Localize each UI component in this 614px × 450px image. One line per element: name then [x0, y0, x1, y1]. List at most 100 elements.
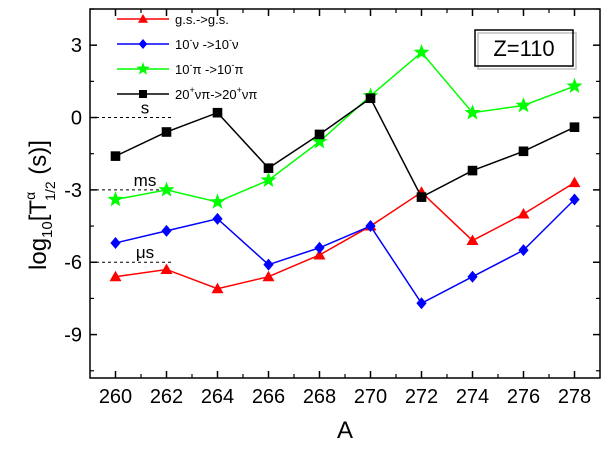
legend-label: g.s.->g.s.	[175, 12, 229, 27]
legend: g.s.->g.s.10-ν ->10-ν10-π ->10-π20+νπ->2…	[117, 12, 257, 102]
legend-label-part: -	[231, 60, 234, 70]
series-line	[115, 97, 575, 199]
data-point	[467, 270, 478, 283]
data-point	[365, 220, 376, 233]
reference-line-label: ms	[134, 171, 157, 190]
y-axis-title: log10[Tα 1/2 (s)]	[22, 140, 58, 270]
legend-label-part: 10	[175, 62, 189, 77]
annotation-box-group: Z=110	[474, 29, 577, 70]
y-tick-label: 0	[71, 108, 82, 130]
legend-label-part: 20	[175, 87, 189, 102]
legend-label-part: νπ->20	[195, 87, 237, 102]
data-point	[138, 39, 148, 49]
legend-label: 10-ν ->10-ν	[175, 35, 238, 52]
legend-label-part: -	[229, 35, 232, 45]
data-point	[313, 249, 326, 260]
axis-ticks: 260 262 264 266 268 270 272 274 276 278 3 0 -3 -6 -9	[64, 8, 600, 408]
data-point	[311, 133, 328, 149]
series-line	[115, 198, 576, 305]
x-tick-label: 274	[456, 386, 489, 408]
data-point	[107, 191, 124, 207]
annotation-box-shadow	[477, 32, 577, 70]
x-tick-label: 268	[303, 386, 336, 408]
x-tick-label: 262	[150, 386, 183, 408]
data-point	[260, 171, 277, 188]
data-point	[212, 212, 223, 225]
y-tick-label: -6	[64, 252, 82, 274]
data-point	[569, 193, 580, 206]
series	[110, 193, 580, 310]
data-point	[263, 163, 274, 173]
data-point	[160, 263, 173, 274]
legend-label: 20+νπ->20+νπ	[175, 85, 257, 102]
data-point	[365, 93, 376, 104]
annotation-box	[474, 29, 574, 67]
y-tick-label: -9	[64, 325, 82, 347]
y-axis-title-sub2: 1/2	[42, 181, 58, 201]
data-point	[464, 104, 481, 120]
data-point	[517, 208, 530, 219]
y-axis-title-open: [T	[25, 200, 52, 222]
x-tick-label: 266	[252, 386, 285, 408]
data-point	[569, 122, 580, 132]
data-point	[161, 224, 172, 237]
series-line	[115, 182, 575, 290]
data-point	[110, 236, 121, 249]
data-point	[161, 127, 172, 137]
reference-line-label: μs	[136, 243, 154, 262]
data-point	[416, 192, 427, 202]
data-point	[211, 282, 224, 294]
x-axis-title: A	[337, 417, 353, 444]
legend-label-part: +	[189, 85, 194, 95]
data-point	[568, 176, 581, 188]
data-point	[314, 241, 325, 254]
reference-lines: s ms μs	[90, 99, 172, 263]
legend-label-part: π	[234, 62, 243, 77]
y-tick-label: 3	[71, 35, 82, 57]
data-point	[416, 297, 427, 310]
x-tick-label: 276	[507, 386, 540, 408]
data-point	[212, 107, 223, 118]
legend-label-part: 10	[175, 37, 189, 52]
data-point	[466, 234, 479, 246]
x-tick-label: 272	[405, 386, 438, 408]
legend-label-part: νπ	[242, 87, 258, 102]
x-tick-label: 278	[558, 386, 591, 408]
x-tick-label: 264	[201, 386, 234, 408]
data-point	[209, 193, 226, 209]
data-point	[139, 90, 147, 98]
y-axis-title-sup: α	[22, 192, 38, 200]
legend-label-part: ν ->10	[192, 37, 229, 52]
data-point	[158, 181, 175, 197]
legend-label-part: -	[189, 60, 192, 70]
data-point	[109, 270, 122, 282]
reference-line-label: s	[141, 99, 150, 118]
data-point	[110, 151, 121, 161]
legend-label-part: ν	[232, 37, 239, 52]
data-point	[314, 129, 325, 140]
data-point	[518, 146, 529, 157]
data-point	[467, 165, 478, 176]
y-tick-label: -3	[64, 180, 82, 202]
series-layer	[107, 44, 583, 310]
series-line	[115, 51, 575, 203]
data-point	[518, 244, 529, 257]
legend-label: 10-π ->10-π	[175, 60, 243, 77]
y-axis-title-main: log	[25, 238, 52, 270]
data-point	[136, 62, 150, 75]
y-axis-title-sub: 10	[39, 221, 56, 238]
series	[109, 176, 581, 294]
annotation-box-text: Z=110	[493, 36, 554, 61]
x-tick-label: 260	[99, 386, 132, 408]
data-point	[566, 77, 583, 93]
legend-label-part: π ->10	[192, 62, 231, 77]
data-point	[515, 97, 532, 113]
data-point	[413, 44, 430, 60]
data-point	[138, 14, 148, 23]
x-tick-label: 270	[354, 386, 387, 408]
data-point	[262, 270, 275, 282]
series	[107, 44, 583, 209]
data-point	[263, 258, 274, 271]
legend-label-part: +	[237, 85, 242, 95]
